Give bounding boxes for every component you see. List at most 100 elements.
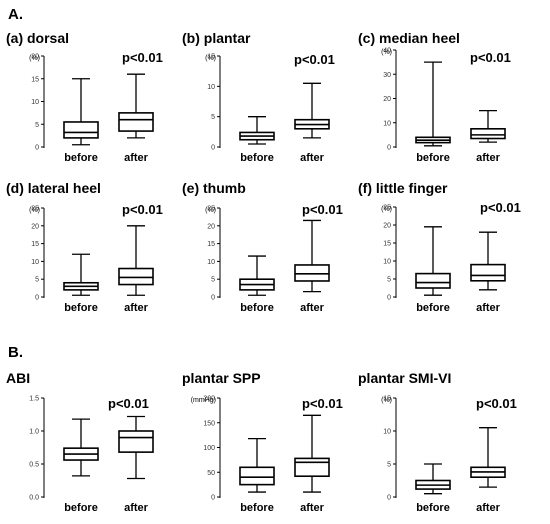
y-axis-label: (%) <box>381 49 392 56</box>
box-before <box>63 418 99 477</box>
chart-title: (c) median heel <box>358 30 460 46</box>
y-tick-label: 0 <box>211 295 215 302</box>
box-plot: (%) 0 5 10 15 before after <box>205 54 330 164</box>
iqr-box <box>294 264 330 282</box>
chart-panel: (e) thumb p<0.01 (%) 0 5 10 15 20 25 before after <box>176 180 356 314</box>
section-label-b: B. <box>8 344 23 361</box>
y-axis-label: (%) <box>381 397 392 404</box>
y-tick-label: 1.0 <box>29 429 39 436</box>
box-after <box>118 225 154 296</box>
y-tick-label: 20 <box>31 54 39 61</box>
box-before <box>63 253 99 296</box>
category-label: after <box>476 502 501 514</box>
chart-panel: (f) little finger p<0.01 (%) 0 5 10 15 20 25 befo… <box>352 180 532 314</box>
y-tick-label: 0 <box>387 495 391 502</box>
iqr-box <box>239 466 275 486</box>
category-label: after <box>124 302 149 314</box>
y-tick-label: 25 <box>207 206 215 213</box>
y-tick-label: 1.5 <box>29 396 39 403</box>
box-before <box>239 116 275 145</box>
box-plot: (%) 0 5 10 15 20 25 before after <box>205 206 330 314</box>
significance-annotation: p<0.01 <box>122 202 163 217</box>
y-tick-label: 15 <box>207 54 215 61</box>
y-tick-label: 0 <box>387 145 391 152</box>
chart-title: (f) little finger <box>358 180 448 196</box>
category-label: before <box>240 152 274 164</box>
category-label: before <box>64 302 98 314</box>
y-tick-label: 25 <box>383 205 391 212</box>
y-tick-label: 0 <box>211 145 215 152</box>
y-tick-label: 5 <box>387 462 391 469</box>
significance-annotation: p<0.01 <box>470 50 511 65</box>
category-label: after <box>300 302 325 314</box>
iqr-box <box>118 267 154 286</box>
category-label: before <box>64 502 98 514</box>
box-before <box>415 463 451 495</box>
y-tick-label: 100 <box>203 445 215 452</box>
y-tick-label: 15 <box>383 241 391 248</box>
chart-title: (d) lateral heel <box>6 180 101 196</box>
chart-panel: (a) dorsal p<0.01 (%) 0 5 10 15 20 before after <box>0 30 180 164</box>
chart-title: (e) thumb <box>182 180 246 196</box>
y-tick-label: 5 <box>211 114 215 121</box>
iqr-box <box>470 263 506 282</box>
box-after <box>118 73 154 139</box>
box-plot: (%) 0 5 10 15 20 25 before after <box>381 205 506 314</box>
y-tick-label: 0 <box>35 295 39 302</box>
box-plot: 0.0 0.5 1.0 1.5 before after <box>29 396 154 514</box>
category-label: after <box>476 302 501 314</box>
box-plot: (mmHg) 0 50 100 150 200 before after <box>191 396 330 514</box>
chart-panel: (b) plantar p<0.01 (%) 0 5 10 15 before after <box>176 30 356 164</box>
significance-annotation: p<0.01 <box>480 200 521 215</box>
category-label: before <box>64 152 98 164</box>
y-tick-label: 5 <box>387 277 391 284</box>
y-tick-label: 10 <box>383 429 391 436</box>
iqr-box <box>63 121 99 139</box>
box-before <box>63 78 99 146</box>
y-axis-label: (%) <box>205 207 216 214</box>
y-tick-label: 10 <box>207 84 215 91</box>
y-tick-label: 15 <box>207 241 215 248</box>
box-after <box>470 427 506 488</box>
y-axis-label: (%) <box>29 207 40 214</box>
significance-annotation: p<0.01 <box>476 396 517 411</box>
box-after <box>294 219 330 293</box>
category-label: after <box>124 502 149 514</box>
significance-annotation: p<0.01 <box>294 52 335 67</box>
y-tick-label: 0 <box>387 295 391 302</box>
y-tick-label: 0.5 <box>29 462 39 469</box>
y-tick-label: 15 <box>31 76 39 83</box>
iqr-box <box>294 457 330 478</box>
iqr-box <box>470 128 506 140</box>
y-tick-label: 0 <box>211 495 215 502</box>
significance-annotation: p<0.01 <box>108 396 149 411</box>
y-tick-label: 10 <box>383 259 391 266</box>
y-tick-label: 20 <box>383 96 391 103</box>
y-tick-label: 0.0 <box>29 495 39 502</box>
box-after <box>294 82 330 139</box>
box-plot: (%) 0 5 10 15 20 before after <box>29 54 154 164</box>
y-axis-label: (%) <box>29 55 40 62</box>
chart-title: plantar SPP <box>182 370 261 386</box>
y-tick-label: 20 <box>383 223 391 230</box>
iqr-box <box>118 430 154 453</box>
y-tick-label: 5 <box>35 122 39 129</box>
category-label: after <box>300 152 325 164</box>
chart-title: ABI <box>6 370 31 386</box>
y-tick-label: 10 <box>31 259 39 266</box>
box-plot: (%) 0 5 10 15 before after <box>381 396 506 514</box>
box-after <box>470 231 506 291</box>
y-tick-label: 15 <box>31 241 39 248</box>
y-axis-label: (mmHg) <box>191 397 216 404</box>
category-label: before <box>416 152 450 164</box>
category-label: before <box>416 302 450 314</box>
significance-annotation: p<0.01 <box>302 396 343 411</box>
y-axis-label: (%) <box>381 206 392 213</box>
y-tick-label: 150 <box>203 420 215 427</box>
significance-annotation: p<0.01 <box>302 202 343 217</box>
category-label: after <box>476 152 501 164</box>
chart-panel: ABI p<0.01 0.0 0.5 1.0 1.5 before after <box>0 370 180 514</box>
y-tick-label: 25 <box>31 206 39 213</box>
box-after <box>470 109 506 143</box>
iqr-box <box>415 272 451 289</box>
